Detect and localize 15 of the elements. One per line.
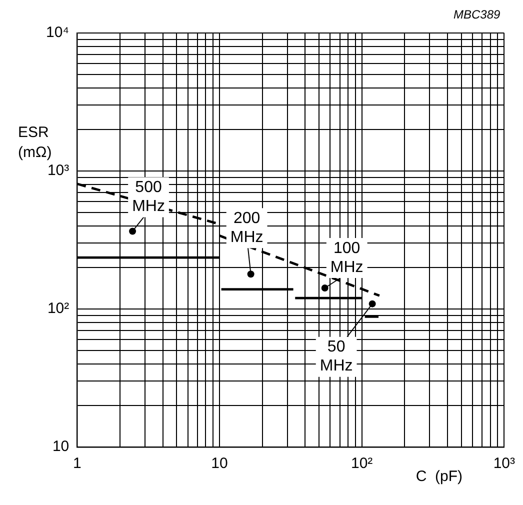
- y-tick-label: 10³: [47, 162, 70, 180]
- x-tick-label: 10: [211, 455, 228, 472]
- text: MBC389: [453, 7, 500, 22]
- y-tick-label: 10: [52, 438, 70, 456]
- annotation: 100 MHz: [330, 240, 364, 276]
- x-axis-title: C (pF): [416, 468, 462, 486]
- annotation: 500 MHz: [132, 179, 165, 216]
- annotation: 200 MHz: [230, 210, 264, 246]
- y-tick-label: 10⁴: [46, 24, 70, 42]
- annotation: 50 MHz: [320, 338, 353, 375]
- x-tick-label: 1: [72, 455, 82, 472]
- y-axis-title: ESR (mΩ): [18, 124, 52, 162]
- x-tick-label: 10²: [350, 455, 373, 472]
- y-tick-label: 10²: [47, 300, 70, 318]
- x-tick-label: 10³: [493, 455, 516, 472]
